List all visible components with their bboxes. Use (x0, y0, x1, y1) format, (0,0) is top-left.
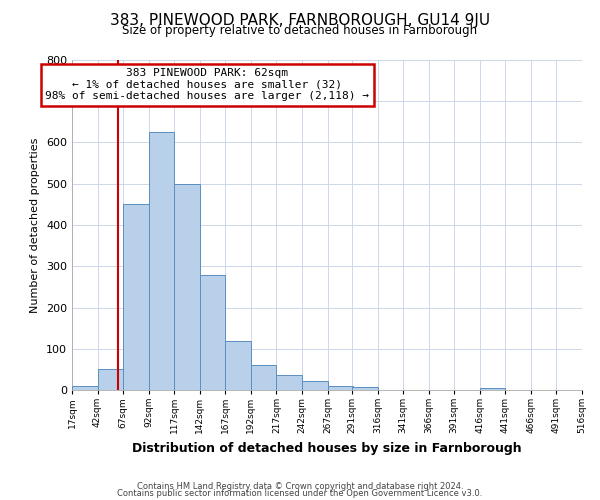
X-axis label: Distribution of detached houses by size in Farnborough: Distribution of detached houses by size … (132, 442, 522, 454)
Text: 383 PINEWOOD PARK: 62sqm
← 1% of detached houses are smaller (32)
98% of semi-de: 383 PINEWOOD PARK: 62sqm ← 1% of detache… (45, 68, 369, 102)
Bar (277, 374, 302, 390)
Bar (174, 184, 200, 390)
Bar (123, 204, 149, 390)
Bar (98, 370, 123, 390)
Bar (200, 274, 226, 390)
Bar (251, 365, 277, 390)
Bar (226, 342, 251, 390)
Text: Contains public sector information licensed under the Open Government Licence v3: Contains public sector information licen… (118, 489, 482, 498)
Text: 383, PINEWOOD PARK, FARNBOROUGH, GU14 9JU: 383, PINEWOOD PARK, FARNBOROUGH, GU14 9J… (110, 12, 490, 28)
Bar (480, 388, 505, 390)
Bar (352, 386, 377, 390)
Y-axis label: Number of detached properties: Number of detached properties (31, 138, 40, 312)
Bar (72, 386, 98, 390)
Bar (328, 386, 353, 390)
Bar (302, 380, 328, 390)
Bar (149, 132, 174, 390)
Text: Size of property relative to detached houses in Farnborough: Size of property relative to detached ho… (122, 24, 478, 37)
Text: Contains HM Land Registry data © Crown copyright and database right 2024.: Contains HM Land Registry data © Crown c… (137, 482, 463, 491)
